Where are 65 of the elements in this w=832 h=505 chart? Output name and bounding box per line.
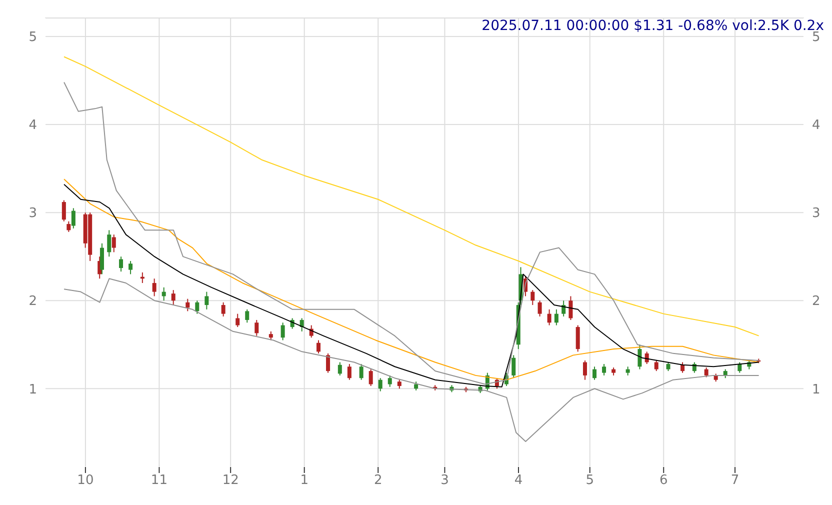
candlestick <box>245 308 250 324</box>
candlestick <box>100 242 104 275</box>
x-tick-label: 2 <box>374 473 382 488</box>
x-tick-label: 3 <box>440 473 449 488</box>
candlestick <box>236 313 240 328</box>
y-tick-label: 5 <box>28 30 37 46</box>
candlestick <box>347 363 352 380</box>
x-tick-label: 1 <box>300 473 308 488</box>
y-tick-label: 4 <box>28 118 37 134</box>
candlestick <box>107 230 112 258</box>
candlestick <box>66 220 71 232</box>
candlestick <box>195 300 200 314</box>
y-tick-label: 1 <box>28 382 37 398</box>
candlestick <box>592 366 596 380</box>
candlestick <box>326 352 330 374</box>
y2-tick-label: 1 <box>812 382 820 398</box>
candlestick <box>359 363 364 380</box>
candlestick <box>582 360 587 380</box>
candlestick <box>280 322 285 341</box>
x-tick-label: 7 <box>730 473 740 488</box>
candlestick <box>62 200 66 222</box>
y2-tick-label: 3 <box>812 206 820 222</box>
x-tick-label: 6 <box>659 473 668 488</box>
line-series <box>64 278 760 442</box>
candlestick <box>568 296 573 320</box>
candlestick <box>530 290 535 306</box>
x-tick-label: 10 <box>77 473 94 488</box>
y-tick-label: 3 <box>28 206 37 222</box>
candlestick <box>538 300 542 317</box>
candlestick <box>186 298 190 312</box>
candlestick <box>576 324 580 352</box>
candlestick <box>554 308 558 326</box>
y-tick-label: 2 <box>28 294 37 310</box>
x-tick-label: 4 <box>514 473 523 488</box>
x-tick-label: 5 <box>586 473 594 488</box>
y2-tick-label: 4 <box>812 118 820 134</box>
y2-tick-label: 5 <box>812 30 820 46</box>
candlestick <box>204 291 209 310</box>
candlestick <box>254 319 259 336</box>
x-tick-label: 12 <box>222 473 239 488</box>
candlestick <box>562 300 566 317</box>
candlestick <box>704 367 708 378</box>
candlestick <box>388 374 392 388</box>
candlestick <box>221 302 226 317</box>
candlestick <box>738 362 742 374</box>
candlestick <box>368 368 373 387</box>
candlestick <box>638 344 642 370</box>
y2-tick-label: 2 <box>812 294 820 310</box>
candlestick <box>680 362 685 374</box>
candlestick <box>316 340 320 354</box>
candlestick <box>338 362 342 376</box>
candlestick <box>654 360 658 372</box>
candlestick <box>119 256 124 272</box>
candlestick <box>512 354 516 379</box>
candlestick <box>152 278 156 297</box>
candlestick <box>547 308 552 326</box>
candlestick <box>602 363 606 376</box>
candlestick <box>162 286 166 302</box>
candlestick <box>112 234 116 253</box>
candlestick <box>71 208 76 229</box>
candlestick <box>171 290 176 306</box>
candlestick <box>128 260 133 275</box>
x-tick-label: 11 <box>150 473 168 488</box>
line-series <box>64 56 760 336</box>
candlestick <box>378 378 382 392</box>
